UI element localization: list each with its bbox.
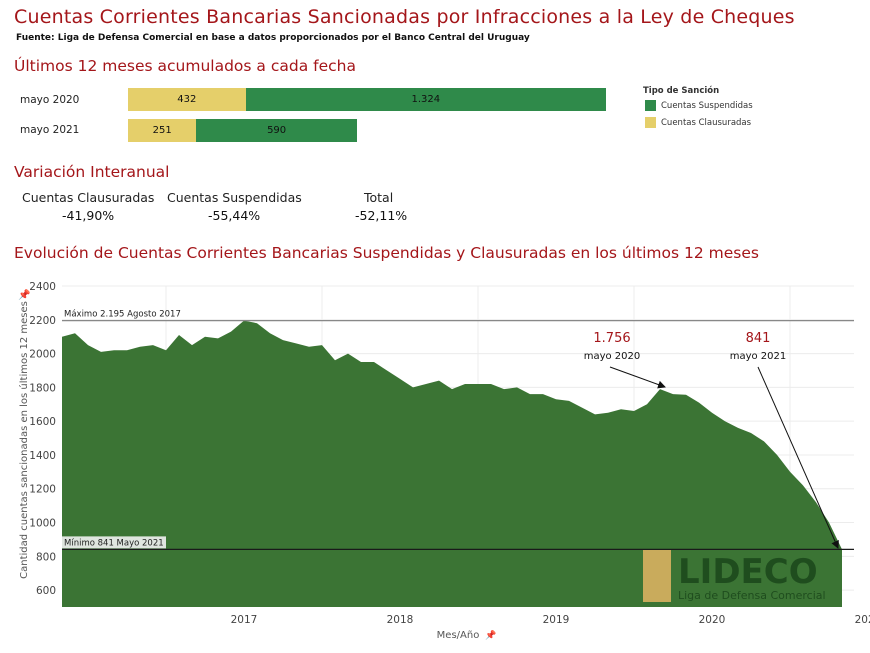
x-tick-label: 2017	[231, 614, 258, 626]
x-tick-label: 2018	[387, 614, 414, 626]
area-chart: 600 800 1000 1200 1400 1600 1800 2000 2200 2400 2…	[18, 281, 870, 641]
y-tick-label: 1200	[29, 484, 56, 496]
bar-value-label: 590	[267, 125, 287, 136]
y-tick-label: 1000	[29, 518, 56, 530]
y-tick-label: 2400	[29, 281, 56, 293]
bar-value-label: 432	[177, 94, 197, 105]
x-axis-title: Mes/Año	[437, 630, 480, 641]
legend-swatch	[645, 100, 656, 111]
logo-tagline: Liga de Defensa Comercial	[678, 589, 826, 602]
legend-title: Tipo de Sanción	[643, 86, 720, 96]
x-axis-ticks: 2017 2018 2019 2020 2021	[231, 614, 870, 626]
lideco-logo: LIDECO Liga de Defensa Comercial	[643, 550, 826, 602]
bar-clausuradas[interactable]: 432	[128, 88, 246, 111]
logo-name: LIDECO	[678, 552, 818, 592]
y-axis-ticks: 600 800 1000 1200 1400 1600 1800 2000 2200 2400	[29, 281, 56, 597]
variacion-value: -55,44%	[208, 208, 261, 223]
reference-label-bg	[62, 536, 166, 549]
annotation-date: mayo 2021	[730, 351, 787, 362]
y-tick-label: 2000	[29, 349, 56, 361]
bar-clausuradas[interactable]: 251	[128, 119, 197, 142]
reference-label: Mínimo 841 Mayo 2021	[64, 538, 164, 548]
reference-lines: Máximo 2.195 Agosto 2017 Mínimo 841 Mayo …	[62, 310, 854, 550]
y-tick-label: 1800	[29, 382, 56, 394]
annotations: 1.756 mayo 2020 841 mayo 2021	[584, 331, 839, 549]
variacion-label: Total	[364, 190, 394, 205]
section-title-variacion: Variación Interanual	[14, 163, 170, 181]
y-tick-label: 800	[36, 551, 56, 563]
bar-value-label: 1.324	[411, 94, 441, 105]
y-tick-label: 1400	[29, 450, 56, 462]
pin-icon[interactable]: 📌	[18, 288, 31, 301]
x-tick-label: 2021	[855, 614, 870, 626]
page-title: Cuentas Corrientes Bancarias Sancionadas…	[14, 6, 795, 28]
x-tick-label: 2019	[543, 614, 570, 626]
annotation-arrow	[609, 366, 666, 389]
bar-row-label: mayo 2021	[20, 124, 80, 136]
variacion-value: -52,11%	[355, 208, 408, 223]
source-note: Fuente: Liga de Defensa Comercial en bas…	[16, 33, 530, 43]
bar-row-label: mayo 2020	[20, 94, 80, 106]
legend-item-clausuradas[interactable]: Cuentas Clausuradas	[645, 117, 751, 128]
reference-label: Máximo 2.195 Agosto 2017	[64, 310, 181, 320]
y-tick-label: 600	[36, 585, 56, 597]
legend-swatch	[645, 117, 656, 128]
area-series[interactable]	[62, 320, 842, 607]
legend-label: Cuentas Suspendidas	[661, 100, 753, 111]
legend-label: Cuentas Clausuradas	[661, 117, 752, 128]
y-tick-label: 2200	[29, 315, 56, 327]
variacion-value: -41,90%	[62, 208, 115, 223]
variacion-label: Cuentas Suspendidas	[167, 190, 302, 205]
bar-suspendidas[interactable]: 590	[196, 119, 357, 142]
annotation-arrow	[757, 366, 839, 549]
section-title-evolucion: Evolución de Cuentas Corrientes Bancaria…	[14, 244, 759, 262]
legend-item-suspendidas[interactable]: Cuentas Suspendidas	[645, 100, 753, 111]
y-tick-label: 1600	[29, 416, 56, 428]
annotation-value: 841	[746, 331, 771, 346]
bar-value-label: 251	[152, 125, 172, 136]
variacion-label: Cuentas Clausuradas	[22, 190, 155, 205]
pin-icon[interactable]: 📌	[485, 629, 496, 641]
x-tick-label: 2020	[699, 614, 726, 626]
logo-block	[643, 550, 671, 602]
bar-suspendidas[interactable]: 1.324	[245, 88, 606, 111]
annotation-date: mayo 2020	[584, 351, 641, 362]
y-axis-title: Cantidad cuentas sancionadas en los últi…	[18, 301, 30, 579]
section-title-acumulado: Últimos 12 meses acumulados a cada fecha	[14, 57, 356, 75]
annotation-value: 1.756	[593, 331, 630, 346]
